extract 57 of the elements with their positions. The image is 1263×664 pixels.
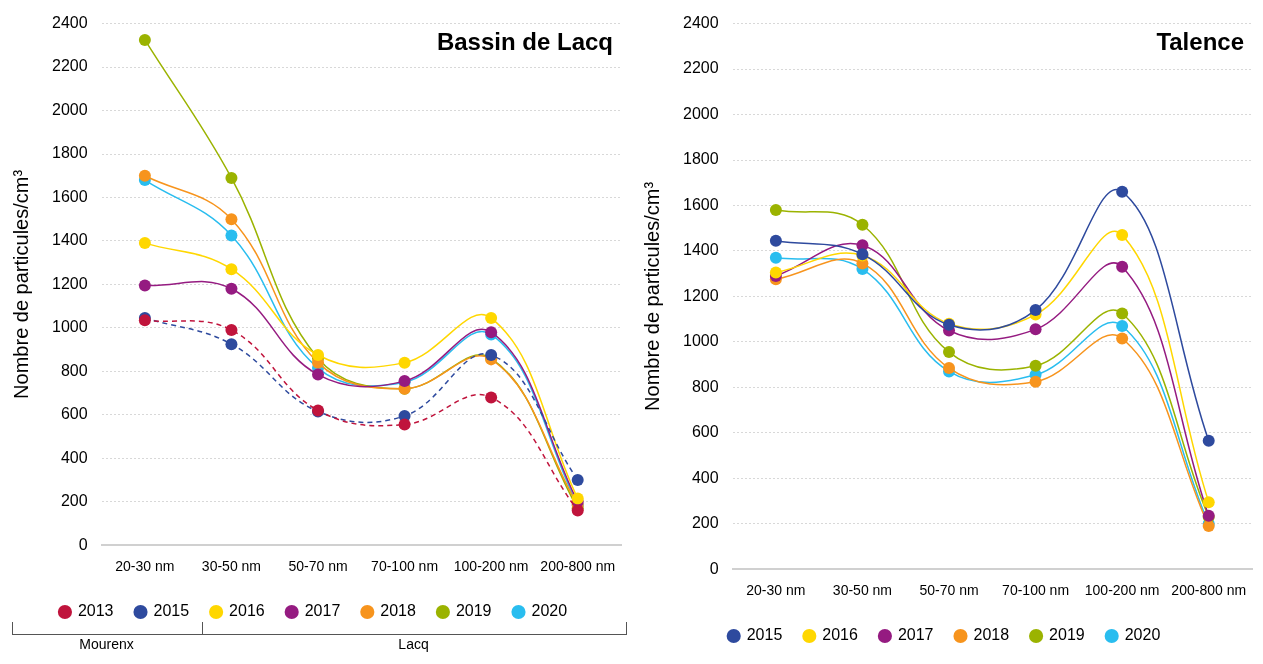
y-tick-label: 1800 xyxy=(52,144,88,162)
y-tick-label: 1200 xyxy=(52,274,88,292)
legend-label: 2020 xyxy=(1124,626,1161,644)
y-tick-label: 800 xyxy=(691,377,719,395)
y-tick-label: 0 xyxy=(78,535,88,553)
x-tick-label: 100-200 nm xyxy=(453,558,529,575)
y-tick-label: 600 xyxy=(691,423,719,441)
x-tick-label: 70-100 nm xyxy=(371,558,439,575)
legend-label: 2018 xyxy=(973,626,1010,644)
x-tick-label: 100-200 nm xyxy=(1084,582,1160,599)
y-tick-label: 600 xyxy=(60,405,88,423)
x-tick-label: 30-50 nm xyxy=(832,582,893,599)
y-tick-label: 2400 xyxy=(52,14,88,32)
y-tick-label: 1400 xyxy=(52,231,88,249)
y-tick-label: 2000 xyxy=(683,104,719,122)
y-tick-label: 200 xyxy=(60,492,88,510)
x-tick-label: 50-70 nm xyxy=(919,582,979,599)
y-axis-title: Nombre de particules/cm³ xyxy=(9,169,32,399)
text: Lacq xyxy=(398,636,429,652)
y-tick-label: 2000 xyxy=(52,100,88,118)
legend-label: 2019 xyxy=(455,602,492,620)
y-tick-label: 200 xyxy=(691,514,719,532)
x-tick-label: 70-100 nm xyxy=(1002,582,1070,599)
y-tick-label: 2200 xyxy=(52,57,88,75)
y-tick-label: 1800 xyxy=(683,150,719,168)
x-tick-label: 200-800 nm xyxy=(1171,582,1247,599)
legend-label: 2015 xyxy=(153,602,190,620)
y-tick-label: 2400 xyxy=(683,14,719,32)
chart-title: Bassin de Lacq xyxy=(436,28,613,56)
legend-label: 2017 xyxy=(304,602,341,620)
y-tick-label: 1400 xyxy=(683,241,719,259)
legend-label: 2017 xyxy=(897,626,934,644)
y-tick-label: 1200 xyxy=(683,286,719,304)
chart-title: Talence xyxy=(1156,28,1244,56)
x-tick-label: 50-70 nm xyxy=(288,558,348,575)
legend-label: 2019 xyxy=(1049,626,1085,644)
legend-label: 2018 xyxy=(380,602,416,620)
x-tick-label: 20-30 nm xyxy=(115,558,175,575)
y-tick-label: 1600 xyxy=(683,195,719,213)
y-tick-label: 400 xyxy=(691,468,719,486)
x-tick-label: 30-50 nm xyxy=(201,558,262,575)
x-tick-label: 20-30 nm xyxy=(746,582,806,599)
y-tick-label: 2200 xyxy=(683,59,719,77)
y-tick-label: 400 xyxy=(60,448,88,466)
y-tick-label: 1000 xyxy=(52,318,88,336)
legend-label: 2020 xyxy=(531,602,568,620)
legend-label: 2013 xyxy=(77,602,114,620)
x-tick-label: 200-800 nm xyxy=(540,558,616,575)
text: Mourenx xyxy=(79,636,134,652)
legend-label: 2015 xyxy=(746,626,783,644)
y-tick-label: 1000 xyxy=(683,332,719,350)
legend-label: 2016 xyxy=(229,602,265,620)
legend-label: 2016 xyxy=(822,626,859,644)
y-tick-label: 800 xyxy=(60,361,88,379)
y-axis-title: Nombre de particules/cm³ xyxy=(640,181,663,411)
y-tick-label: 1600 xyxy=(52,187,88,205)
y-tick-label: 0 xyxy=(709,559,719,577)
